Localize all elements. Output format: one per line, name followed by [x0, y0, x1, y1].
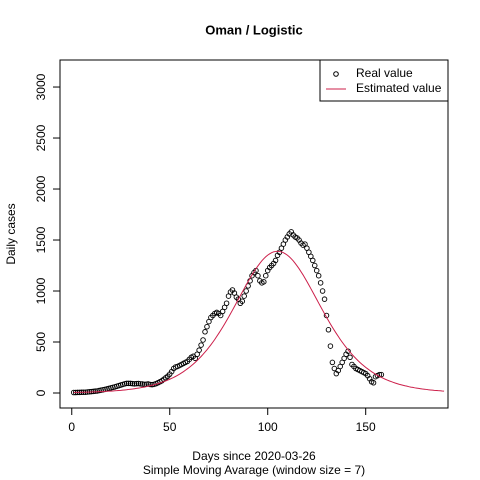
legend-label: Real value [356, 66, 413, 80]
x-tick-label: 100 [258, 420, 278, 434]
data-point [329, 359, 336, 366]
y-tick-label: 1500 [34, 226, 48, 253]
data-point [92, 388, 99, 394]
chart-title: Oman / Logistic [205, 22, 303, 37]
y-tick-label: 1000 [34, 277, 48, 304]
legend-label: Estimated value [356, 81, 442, 95]
data-point [272, 257, 279, 264]
y-tick-label: 0 [34, 389, 48, 396]
y-tick-label: 2000 [34, 175, 48, 202]
data-point [327, 343, 334, 349]
data-point [239, 298, 245, 304]
x-tick-label: 0 [68, 420, 75, 434]
x-tick-label: 150 [356, 420, 376, 434]
data-point [196, 347, 202, 353]
data-point [311, 262, 318, 269]
data-point [139, 381, 146, 387]
data-point [261, 279, 267, 285]
data-point [319, 288, 326, 294]
x-axis-label: Days since 2020-03-26 [192, 449, 316, 463]
data-point [129, 380, 136, 387]
y-tick-label: 3000 [34, 73, 48, 100]
data-point [315, 272, 322, 279]
data-point [223, 300, 230, 307]
legend-box [319, 59, 449, 102]
data-point [325, 327, 332, 333]
data-point [321, 296, 328, 302]
data-point [125, 380, 132, 387]
data-point [317, 280, 324, 286]
y-axis-label: Daily cases [4, 203, 18, 264]
data-point [243, 288, 249, 294]
data-point [255, 272, 261, 279]
estimate-line [73, 250, 445, 393]
data-point [263, 272, 269, 279]
data-point [198, 342, 204, 348]
y-tick-label: 500 [34, 332, 48, 352]
data-point [200, 337, 206, 343]
data-point [345, 348, 351, 354]
data-point [127, 380, 134, 387]
data-point [137, 381, 144, 387]
data-point [123, 380, 130, 387]
data-point [131, 381, 138, 387]
data-point [241, 293, 247, 299]
legend-swatch [333, 71, 339, 77]
data-point [135, 380, 142, 387]
data-point [202, 329, 208, 335]
subtitle: Simple Moving Avarage (window size = 7) [143, 463, 365, 477]
data-point [370, 380, 377, 386]
data-point [310, 257, 316, 264]
data-point [347, 354, 353, 361]
x-tick-label: 50 [163, 420, 177, 434]
data-point [133, 380, 140, 387]
plot-frame [59, 59, 449, 409]
y-tick-label: 2500 [34, 124, 48, 151]
data-point [313, 267, 320, 274]
data-point [204, 323, 210, 330]
data-point [147, 381, 153, 388]
